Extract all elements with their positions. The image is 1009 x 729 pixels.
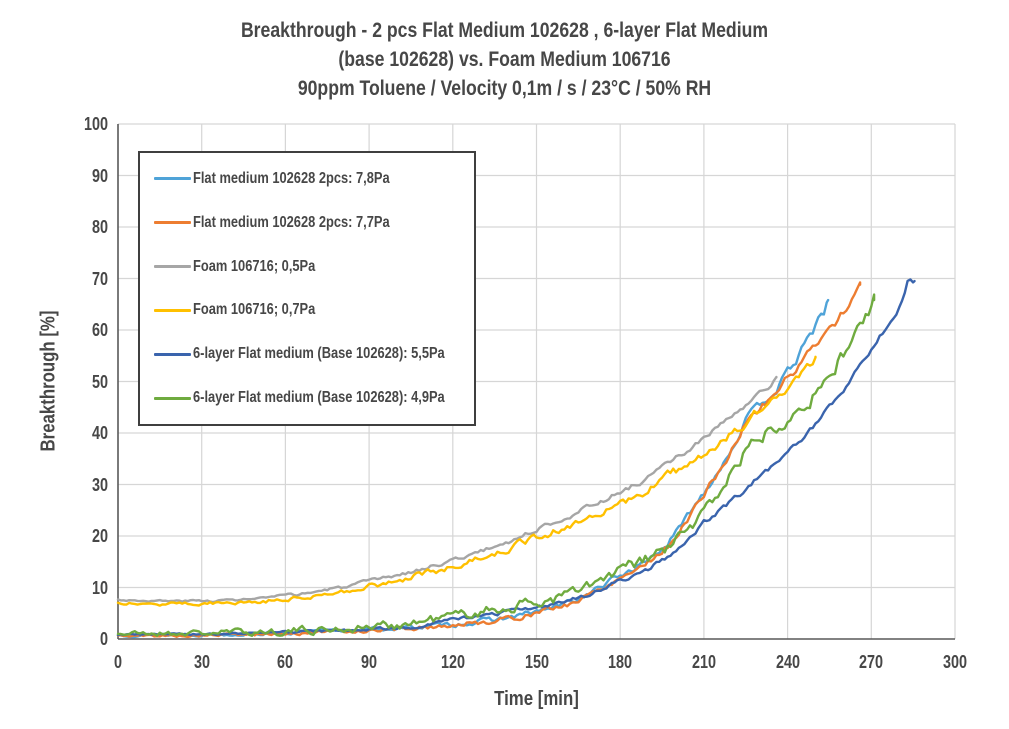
legend-label: Flat medium 102628 2pcs: 7,8Pa: [193, 169, 390, 187]
x-tick-label: 120: [440, 652, 465, 672]
legend: Flat medium 102628 2pcs: 7,8Pa Flat mediu…: [138, 151, 476, 426]
x-tick-label: 210: [691, 652, 716, 672]
x-tick-label: 30: [193, 652, 210, 672]
legend-item: Flat medium 102628 2pcs: 7,7Pa: [154, 214, 470, 232]
y-tick-label: 70: [91, 268, 108, 289]
legend-label: Foam 106716; 0,7Pa: [193, 301, 316, 319]
y-tick-label: 100: [83, 114, 108, 134]
x-tick-label: 0: [113, 652, 123, 672]
series-line-3: [116, 375, 778, 604]
y-tick-label: 90: [91, 165, 108, 186]
x-tick-label: 270: [859, 652, 884, 672]
legend-item: Foam 106716; 0,7Pa: [154, 301, 470, 319]
legend-item: Flat medium 102628 2pcs: 7,8Pa: [154, 170, 470, 188]
x-tick-label: 60: [277, 652, 294, 672]
legend-swatch-line: [154, 177, 191, 181]
x-tick-label: 300: [942, 652, 968, 672]
legend-label: 6-layer Flat medium (Base 102628): 4,9Pa: [193, 389, 445, 407]
chart-title-line-1: Breakthrough - 2 pcs Flat Medium 102628 …: [240, 18, 769, 42]
series-line-4: [116, 355, 817, 607]
x-tick-label: 90: [361, 652, 378, 672]
legend-label: 6-layer Flat medium (Base 102628): 5,5Pa: [193, 345, 445, 363]
y-tick-label: 40: [91, 423, 108, 443]
legend-swatch-line: [154, 352, 191, 356]
legend-label: Foam 106716; 0,5Pa: [193, 257, 316, 275]
legend-item: Foam 106716; 0,5Pa: [154, 258, 470, 276]
x-tick-label: 240: [775, 652, 800, 672]
x-tick-label: 150: [524, 652, 549, 672]
legend-swatch-line: [154, 308, 191, 312]
x-tick-label: 180: [608, 652, 633, 672]
legend-item: 6-layer Flat medium (Base 102628): 4,9Pa: [154, 389, 470, 407]
y-tick-label: 60: [91, 320, 108, 340]
y-tick-label: 80: [91, 217, 108, 237]
y-tick-label: 10: [91, 577, 108, 598]
y-tick-label: 20: [91, 526, 108, 546]
x-axis-title: Time [min]: [494, 688, 579, 710]
y-tick-label: 0: [99, 629, 108, 649]
legend-swatch-line: [154, 265, 191, 269]
y-tick-label: 30: [91, 474, 108, 495]
y-tick-label: 50: [91, 371, 108, 392]
legend-label: Flat medium 102628 2pcs: 7,7Pa: [193, 213, 390, 231]
legend-item: 6-layer Flat medium (Base 102628): 5,5Pa: [154, 345, 470, 363]
chart-title-line-3: 90ppm Toluene / Velocity 0,1m / s / 23°C…: [297, 76, 712, 100]
chart-title: Breakthrough - 2 pcs Flat Medium 102628 …: [0, 16, 1009, 103]
chart-title-line-2: (base 102628) vs. Foam Medium 106716: [338, 47, 671, 71]
legend-swatch-line: [154, 396, 191, 400]
legend-swatch-line: [154, 221, 191, 225]
series-line-6: [116, 293, 876, 637]
